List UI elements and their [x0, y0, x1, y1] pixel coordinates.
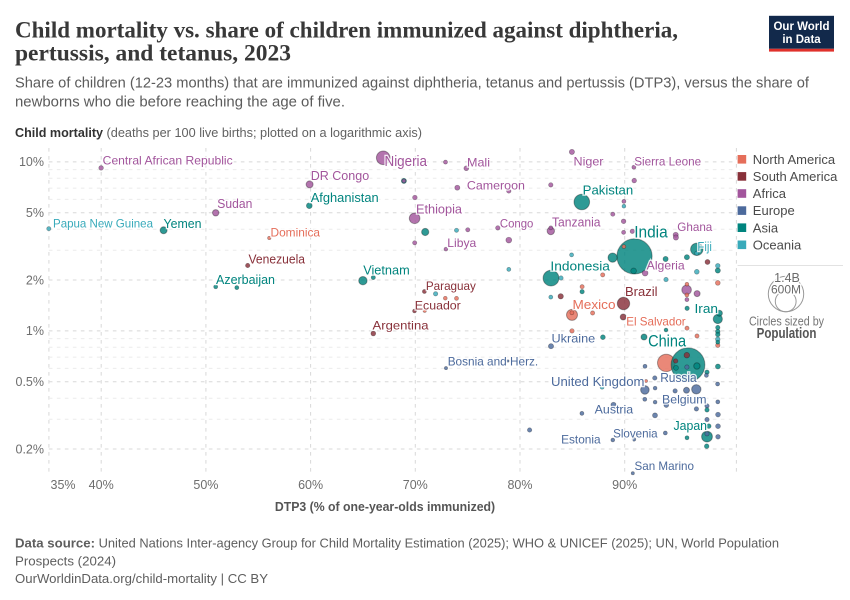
svg-text:Nigeria: Nigeria — [385, 154, 428, 170]
svg-text:Asia: Asia — [753, 220, 779, 235]
svg-text:DR Congo: DR Congo — [311, 168, 370, 183]
svg-text:Mexico: Mexico — [573, 297, 616, 312]
svg-text:Azerbaijan: Azerbaijan — [216, 272, 275, 287]
svg-text:United Kingdom: United Kingdom — [551, 374, 645, 389]
svg-text:Share of children (12-23 month: Share of children (12-23 months) that ar… — [15, 76, 810, 92]
svg-text:South America: South America — [753, 169, 838, 184]
svg-text:Oceania: Oceania — [753, 237, 802, 252]
svg-text:Niger: Niger — [574, 154, 604, 168]
svg-text:Slovenia: Slovenia — [613, 427, 658, 441]
svg-text:Russia: Russia — [660, 370, 697, 385]
svg-text:2%: 2% — [26, 273, 44, 287]
svg-text:El Salvador: El Salvador — [626, 315, 686, 329]
svg-text:Circles sized by: Circles sized by — [749, 313, 825, 328]
svg-text:Yemen: Yemen — [164, 216, 202, 231]
svg-text:Prospects (2024): Prospects (2024) — [15, 555, 116, 569]
svg-text:China: China — [648, 332, 687, 350]
svg-text:80%: 80% — [507, 478, 532, 492]
svg-text:San Marino: San Marino — [635, 459, 695, 473]
svg-text:Belgium: Belgium — [662, 393, 707, 407]
svg-text:Central African Republic: Central African Republic — [103, 153, 233, 167]
svg-text:Afghanistan: Afghanistan — [311, 190, 379, 205]
svg-text:Sudan: Sudan — [217, 196, 252, 211]
svg-text:5%: 5% — [26, 206, 44, 220]
svg-text:Algeria: Algeria — [647, 259, 685, 273]
svg-text:1.4B: 1.4B — [774, 271, 800, 285]
svg-text:Estonia: Estonia — [561, 433, 601, 447]
svg-text:60%: 60% — [298, 478, 323, 492]
svg-text:Pakistan: Pakistan — [583, 182, 634, 197]
svg-text:Venezuela: Venezuela — [249, 251, 306, 266]
svg-text:10%: 10% — [19, 155, 44, 169]
svg-text:Ukraine: Ukraine — [552, 331, 596, 345]
svg-text:1%: 1% — [26, 324, 44, 338]
svg-text:Tanzania: Tanzania — [552, 215, 601, 230]
svg-text:Austria: Austria — [595, 403, 634, 417]
svg-text:70%: 70% — [403, 478, 428, 492]
svg-text:Africa: Africa — [753, 186, 787, 201]
svg-text:Libya: Libya — [447, 236, 476, 250]
svg-text:0.5%: 0.5% — [16, 375, 45, 389]
svg-text:Brazil: Brazil — [625, 284, 658, 299]
svg-text:Mali: Mali — [467, 155, 490, 169]
svg-text:Ethiopia: Ethiopia — [416, 201, 463, 216]
svg-text:50%: 50% — [193, 478, 218, 492]
svg-text:Our World: Our World — [773, 21, 829, 33]
svg-text:Ecuador: Ecuador — [415, 298, 461, 312]
svg-text:Ghana: Ghana — [677, 220, 712, 234]
svg-text:North America: North America — [753, 152, 836, 167]
svg-text:newborns who die before reachi: newborns who die before reaching the age… — [15, 95, 345, 111]
svg-text:Indonesia: Indonesia — [550, 259, 610, 274]
svg-text:Japan: Japan — [674, 418, 708, 433]
svg-text:0.2%: 0.2% — [16, 442, 45, 456]
svg-text:Dominica: Dominica — [271, 226, 321, 240]
svg-text:DTP3 (% of one-year-olds immun: DTP3 (% of one-year-olds immunized) — [275, 499, 495, 514]
svg-text:90%: 90% — [612, 478, 637, 492]
svg-text:Data source: United Nations In: Data source: United Nations Inter-agency… — [15, 537, 779, 551]
svg-text:Iran: Iran — [695, 301, 719, 316]
svg-text:Congo: Congo — [500, 217, 534, 231]
svg-text:pertussis, and tetanus, 2023: pertussis, and tetanus, 2023 — [15, 41, 291, 66]
svg-text:Europe: Europe — [753, 203, 795, 218]
svg-text:India: India — [634, 224, 668, 242]
svg-text:Fiji: Fiji — [697, 240, 712, 254]
svg-text:Sierra Leone: Sierra Leone — [634, 154, 701, 168]
svg-text:Child mortality vs. share of c: Child mortality vs. share of children im… — [15, 18, 678, 43]
svg-text:Bosnia and Herz.: Bosnia and Herz. — [448, 354, 539, 368]
svg-text:Papua New Guinea: Papua New Guinea — [53, 217, 153, 231]
svg-text:in Data: in Data — [782, 34, 821, 46]
svg-text:Cameroon: Cameroon — [467, 178, 525, 192]
svg-text:Vietnam: Vietnam — [363, 263, 410, 278]
svg-text:35%: 35% — [51, 478, 76, 492]
svg-text:OurWorldinData.org/child-morta: OurWorldinData.org/child-mortality | CC … — [15, 572, 269, 586]
svg-text:600M: 600M — [771, 283, 801, 297]
svg-text:Child mortality (deaths per 10: Child mortality (deaths per 100 live bir… — [15, 126, 422, 140]
svg-text:Argentina: Argentina — [373, 318, 429, 332]
svg-text:Population: Population — [757, 326, 817, 342]
svg-text:40%: 40% — [89, 478, 114, 492]
svg-text:Paraguay: Paraguay — [426, 279, 476, 293]
